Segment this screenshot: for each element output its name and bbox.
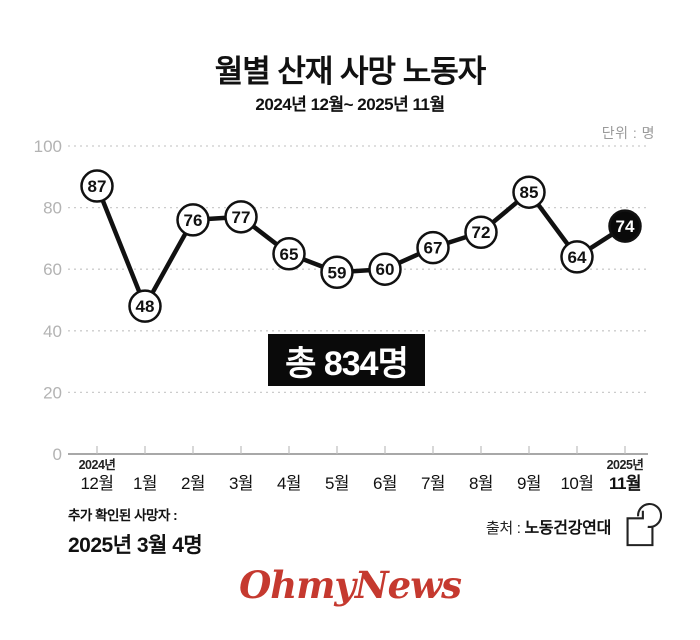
- svg-text:7월: 7월: [421, 474, 445, 493]
- svg-text:1월: 1월: [133, 474, 157, 493]
- footnote-label: 추가 확인된 사망자 :: [68, 508, 178, 523]
- svg-text:59: 59: [328, 263, 347, 282]
- source-prefix: 출처 :: [485, 520, 525, 537]
- svg-text:40: 40: [43, 322, 62, 341]
- svg-text:87: 87: [88, 177, 107, 196]
- svg-text:2025년: 2025년: [607, 458, 644, 472]
- svg-text:65: 65: [280, 245, 299, 264]
- svg-text:12월: 12월: [80, 474, 113, 493]
- svg-text:5월: 5월: [325, 474, 349, 493]
- source-text: 출처 : 노동건강연대: [486, 514, 611, 538]
- svg-text:60: 60: [43, 260, 62, 279]
- footnote-value: 2025년 3월 4명: [68, 534, 203, 557]
- svg-text:2024년: 2024년: [79, 458, 116, 472]
- svg-text:8월: 8월: [469, 474, 493, 493]
- svg-text:74: 74: [616, 217, 635, 236]
- svg-text:77: 77: [232, 208, 251, 227]
- svg-text:3월: 3월: [229, 474, 253, 493]
- svg-text:60: 60: [376, 260, 395, 279]
- svg-text:10월: 10월: [560, 474, 593, 493]
- svg-text:80: 80: [43, 199, 62, 218]
- svg-text:72: 72: [472, 223, 491, 242]
- svg-text:48: 48: [136, 297, 155, 316]
- svg-text:85: 85: [520, 183, 539, 202]
- source-name: 노동건강연대: [524, 520, 611, 537]
- svg-text:76: 76: [184, 211, 203, 230]
- svg-text:2월: 2월: [181, 474, 205, 493]
- svg-text:11월: 11월: [609, 474, 641, 493]
- svg-text:9월: 9월: [517, 474, 541, 493]
- ohmynews-logo: OhmyNews: [239, 563, 462, 607]
- footnote: 추가 확인된 사망자 : 2025년 3월 4명: [68, 504, 203, 559]
- unit-label: 단위 : 명: [601, 125, 655, 141]
- page-subtitle: 2024년 12월~ 2025년 11월: [255, 95, 445, 114]
- svg-text:0: 0: [53, 445, 62, 464]
- total-badge: 총 834명: [268, 334, 425, 386]
- svg-text:4월: 4월: [277, 474, 301, 493]
- svg-text:6월: 6월: [373, 474, 397, 493]
- svg-text:67: 67: [424, 239, 443, 258]
- svg-text:20: 20: [43, 383, 62, 402]
- source-row: 출처 : 노동건강연대: [486, 502, 662, 550]
- svg-text:64: 64: [568, 248, 587, 267]
- svg-text:100: 100: [34, 137, 62, 156]
- page-title: 월별 산재 사망 노동자: [214, 54, 487, 89]
- source-logo-icon: [626, 502, 662, 547]
